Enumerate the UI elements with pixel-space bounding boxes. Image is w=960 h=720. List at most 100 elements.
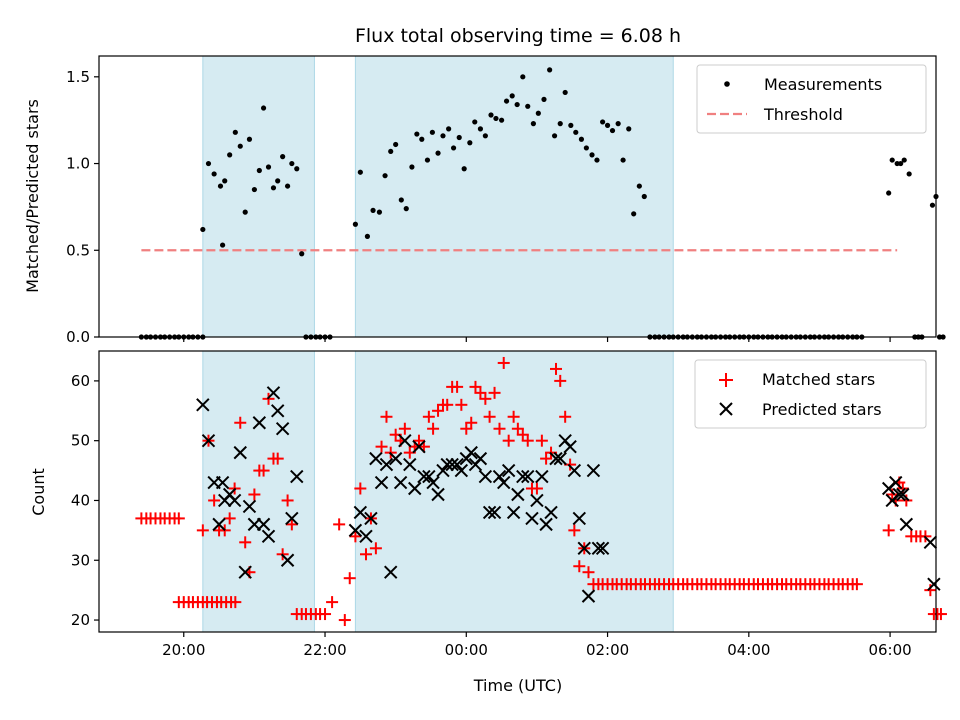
bottom-legend-box (694, 359, 927, 429)
predicted-star-point (201, 433, 216, 448)
predicted-star-point (212, 517, 226, 532)
predicted-star-point (261, 529, 276, 544)
predicted-star-point (525, 511, 539, 526)
matched-star-point (924, 584, 937, 597)
predicted-star-point (464, 445, 478, 460)
bottom-count-points (135, 356, 947, 627)
predicted-star-point (369, 451, 383, 466)
matched-star-point (488, 386, 501, 399)
measurement-point (589, 152, 595, 158)
predicted-star-point (892, 487, 906, 502)
measurement-point (217, 183, 224, 189)
matched-star-point (521, 434, 534, 447)
predicted-star-point (233, 445, 247, 460)
measurement-point (551, 133, 558, 139)
predicted-star-point (196, 398, 210, 412)
matched-star-point (465, 416, 478, 429)
predicted-star-point (896, 487, 910, 502)
measurement-point (256, 167, 262, 174)
matched-star-point (319, 608, 332, 621)
matched-star-point (479, 392, 492, 405)
matched-star-point (497, 356, 510, 369)
measurement-point (246, 136, 253, 142)
matched-star-point (326, 596, 339, 609)
matched-star-point (451, 380, 464, 393)
matched-star-point (507, 410, 520, 423)
predicted-star-point (539, 517, 553, 532)
measurement-point (594, 157, 600, 163)
matched-star-point (535, 434, 548, 447)
x-axis-label: Time (UTC) (473, 676, 562, 695)
measurement-point (237, 143, 243, 149)
legend-measurements-marker (724, 81, 730, 87)
predicted-star-point (497, 475, 511, 490)
measurement-point (472, 119, 478, 125)
measurement-point (424, 157, 431, 163)
matched-star-point (582, 566, 595, 579)
predicted-star-point (440, 457, 454, 472)
predicted-star-point (280, 553, 295, 567)
matched-star-point (369, 542, 382, 555)
predicted-star-point (374, 475, 389, 490)
measurement-point (609, 127, 616, 134)
measurement-point (280, 154, 286, 160)
bottom-shaded-intervals (202, 350, 674, 633)
measurement-point (467, 140, 473, 146)
measurement-point (220, 242, 226, 248)
predicted-star-point (511, 487, 525, 502)
top-shaded-intervals (202, 55, 674, 338)
chart-title: Flux total observing time = 6.08 h (355, 25, 681, 47)
measurement-point (940, 334, 946, 340)
measurement-point (205, 160, 212, 167)
x-tick-label: 02:00 (586, 641, 629, 659)
measurement-point (620, 157, 626, 163)
measurement-point (514, 101, 520, 108)
bottom-y-ticks: 20 30 40 50 60 (71, 372, 99, 629)
y-tick-label: 40 (71, 491, 90, 509)
measurement-point (461, 166, 467, 172)
measurement-point (370, 207, 376, 213)
matched-star-point (223, 512, 236, 525)
predicted-star-point (478, 469, 493, 484)
measurement-point (535, 110, 541, 116)
predicted-star-point (417, 469, 431, 484)
shaded-interval-1 (202, 55, 315, 338)
predicted-star-point (270, 404, 285, 418)
matched-star-point (502, 434, 515, 447)
measurement-point (227, 152, 233, 158)
matched-star-point (285, 518, 298, 531)
measurement-point (440, 133, 446, 139)
matched-star-point (549, 362, 562, 375)
matched-star-point (483, 410, 496, 423)
matched-star-point (281, 494, 294, 507)
predicted-star-point (521, 469, 535, 484)
predicted-star-point (487, 505, 502, 520)
top-legend-box (696, 64, 927, 134)
matched-star-point (493, 422, 506, 435)
measurement-point (364, 233, 371, 239)
y-tick-label: 60 (71, 372, 90, 390)
matched-star-point (196, 524, 209, 537)
matched-star-point (530, 482, 543, 495)
matched-star-point (559, 410, 572, 423)
measurement-point (242, 209, 248, 215)
predicted-star-point (544, 505, 558, 520)
measurement-point (906, 171, 912, 177)
matched-star-point (896, 482, 909, 495)
measurement-point (398, 197, 404, 203)
x-tick-label: 06:00 (868, 641, 911, 659)
measurement-point (260, 105, 267, 111)
measurement-point (352, 221, 358, 227)
measurement-point (270, 185, 277, 191)
top-panel: 0.0 0.5 1.0 1.5 Matched/Predicted stars Mea… (23, 55, 946, 346)
matched-star-point (398, 422, 411, 435)
measurement-point (388, 148, 394, 155)
y-tick-label: 1.5 (66, 68, 90, 86)
matched-star-point (343, 572, 356, 585)
measurement-point (615, 121, 621, 127)
measurement-point (299, 251, 305, 257)
measurement-point (499, 117, 505, 123)
measurement-point (626, 126, 632, 132)
top-y-axis-label: Matched/Predicted stars (23, 99, 42, 293)
top-y-ticks: 0.0 0.5 1.0 1.5 (66, 68, 99, 346)
